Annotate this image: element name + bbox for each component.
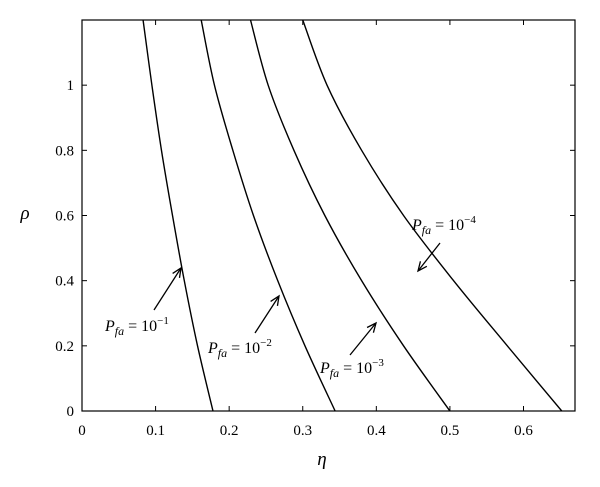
series-label-1: Pfa = 10−1 (104, 315, 169, 338)
annotation-arrowhead-4 (417, 261, 428, 273)
series-line-3 (249, 20, 451, 411)
series-line-2 (200, 20, 336, 411)
annotation-arrow-4 (417, 242, 441, 272)
plot-frame (81, 19, 576, 412)
series-label-3: Pfa = 10−3 (319, 357, 384, 380)
series-annotations: Pfa = 10−1 Pfa = 10−2 Pfa = 10−3 Pfa = 10−4 (104, 214, 476, 380)
annotation-arrow-1 (153, 267, 182, 311)
annotation-arrowhead-2 (270, 294, 280, 306)
series-curves (142, 20, 563, 411)
series-line-1 (142, 20, 214, 411)
x-tick-label: 0 (78, 423, 86, 439)
y-tick-label: 0.8 (55, 143, 74, 159)
annotation-arrow-3 (349, 322, 377, 356)
series-label-2: Pfa = 10−2 (207, 337, 272, 360)
x-tick-label: 0.3 (293, 423, 312, 439)
x-axis-label: η (317, 449, 326, 470)
x-tick-label: 0.1 (146, 423, 165, 439)
annotation-arrow-2 (254, 295, 280, 334)
x-tick-label: 0.6 (514, 423, 533, 439)
axis-ticks: 0 0.1 0.2 0.3 0.4 0.5 0.6 0 0.2 0.4 0.6 0.8 1 (55, 20, 575, 439)
y-axis-label: ρ (19, 203, 29, 224)
annotation-arrowhead-3 (366, 321, 378, 333)
y-tick-label: 0.4 (55, 274, 74, 290)
x-tick-label: 0.2 (220, 423, 239, 439)
y-tick-label: 0.2 (55, 339, 74, 355)
series-label-4: Pfa = 10−4 (411, 214, 476, 237)
x-tick-label: 0.5 (441, 423, 460, 439)
annotation-arrowhead-1 (172, 266, 182, 278)
y-tick-label: 0 (67, 404, 75, 420)
series-line-4 (302, 20, 563, 411)
y-tick-label: 0.6 (55, 209, 74, 225)
y-tick-label: 1 (67, 78, 75, 94)
x-tick-label: 0.4 (367, 423, 386, 439)
